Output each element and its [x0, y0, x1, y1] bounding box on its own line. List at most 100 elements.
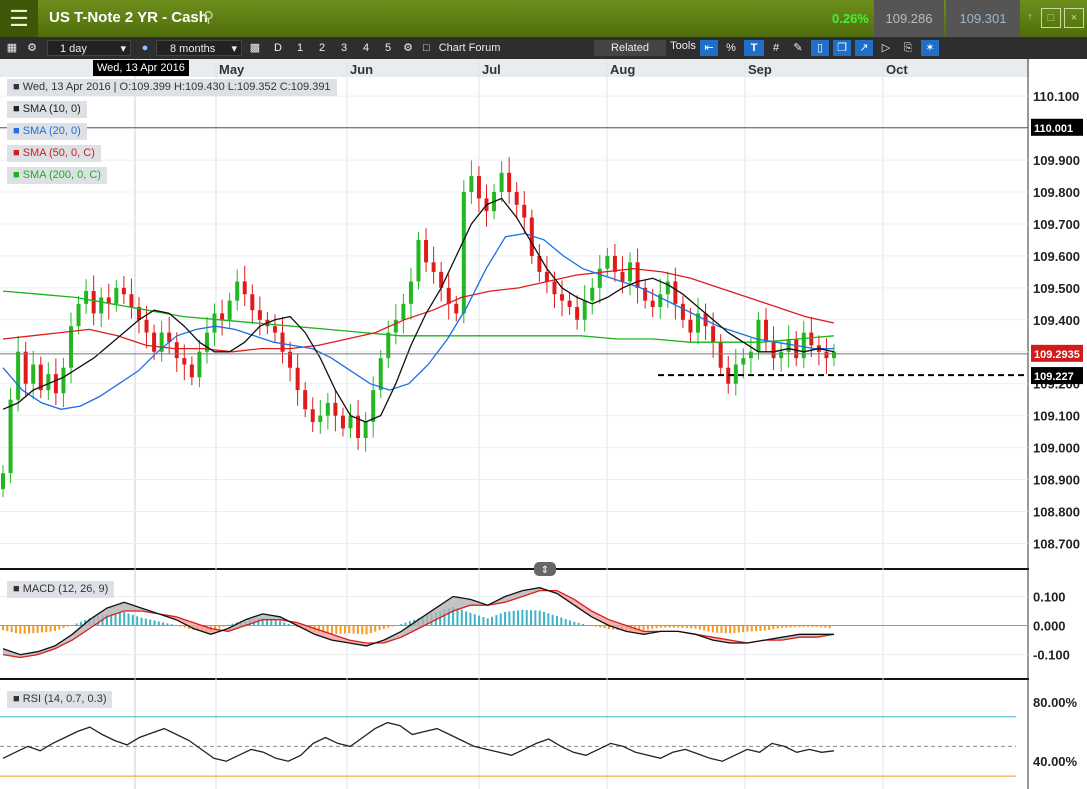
panel-resize-handle: [534, 562, 556, 576]
candle-body: [537, 255, 542, 272]
back-arrow-icon[interactable]: ⇤: [700, 40, 718, 56]
candle-body: [461, 192, 466, 314]
macd-histogram-bar: [49, 625, 52, 632]
sma10-line: [2, 197, 835, 423]
grid-icon[interactable]: ▦: [6, 42, 18, 54]
sma200-line: [2, 290, 835, 343]
macd-histogram-bar: [802, 625, 805, 627]
macd-fill: [331, 634, 350, 643]
candles-icon[interactable]: ▯: [811, 40, 829, 56]
candle-body: [295, 367, 300, 391]
close-icon[interactable]: ×: [1064, 8, 1084, 28]
range-button-2[interactable]: 2: [318, 42, 326, 54]
macd-histogram-bar: [443, 609, 446, 626]
rsi-tick-label: 80.00%: [1033, 695, 1078, 710]
lock-icon[interactable]: ●: [141, 42, 149, 54]
candle-body: [748, 351, 753, 359]
gear-icon[interactable]: ⚙: [27, 42, 37, 54]
candle-body: [378, 358, 383, 391]
ohlc-text: Wed, 13 Apr 2016 | O:109.399 H:109.430 L…: [22, 81, 331, 93]
price-tick-label: 109.000: [1033, 441, 1080, 456]
candle-body: [204, 332, 209, 352]
candle-body: [764, 319, 769, 343]
macd-histogram-bar: [348, 625, 351, 634]
macd-fill: [72, 619, 90, 641]
macd-histogram-bar: [768, 625, 771, 630]
macd-histogram-bar: [685, 625, 688, 629]
ask-price-box[interactable]: 109.301: [946, 0, 1020, 37]
macd-histogram-bar: [127, 613, 130, 626]
price-axis-band: [1029, 59, 1087, 789]
macd-histogram-bar: [114, 613, 117, 626]
bid-price-box[interactable]: 109.286: [874, 0, 944, 37]
macd-histogram-bar: [408, 621, 411, 626]
candle-body: [325, 402, 330, 416]
macd-histogram-bar: [547, 613, 550, 626]
candle-body: [567, 300, 572, 308]
legend-sma200[interactable]: ■ SMA (200, 0, C): [7, 167, 107, 184]
legend-sma50-label: SMA (50, 0, C): [22, 147, 95, 159]
hamburger-icon[interactable]: ☰: [0, 0, 38, 37]
legend-rsi[interactable]: ■ RSI (14, 0.7, 0.3): [7, 691, 113, 708]
candle-body: [779, 351, 784, 359]
calendar-icon[interactable]: ▩: [249, 42, 261, 54]
range-button-1[interactable]: 1: [296, 42, 304, 54]
chart-area[interactable]: ⇕ MayJunJulAugSepOct110.100110.000109.90…: [0, 59, 1087, 789]
current-price-tag-box: [1031, 344, 1083, 362]
settings-icon[interactable]: ⚙: [403, 42, 413, 54]
ohlc-readout: ■ Wed, 13 Apr 2016 | O:109.399 H:109.430…: [7, 79, 337, 96]
legend-macd[interactable]: ■ MACD (12, 26, 9): [7, 581, 115, 598]
macd-histogram-bar: [140, 617, 143, 626]
candle-body: [61, 367, 66, 394]
macd-fill: [418, 608, 436, 629]
macd-fill: [435, 596, 454, 620]
range-button-4[interactable]: 4: [362, 42, 370, 54]
range-select[interactable]: 8 months ▾: [156, 40, 242, 56]
candle-body: [544, 271, 549, 282]
print-icon[interactable]: ⎘: [903, 42, 913, 54]
chart-forum-button[interactable]: □ Chart Forum: [423, 40, 507, 56]
current-price-tag: 109.2935: [1034, 349, 1080, 361]
percent-button[interactable]: %: [726, 42, 736, 54]
legend-sma50[interactable]: ■ SMA (50, 0, C): [7, 145, 101, 162]
candle-body: [393, 319, 398, 333]
candle-body: [711, 326, 716, 343]
range-button-5[interactable]: 5: [384, 42, 392, 54]
related-button[interactable]: Related: [594, 40, 666, 56]
interval-value: 1 day: [60, 43, 87, 55]
square-icon: ■: [13, 125, 20, 137]
resize-arrows-icon: ⇕: [541, 565, 549, 576]
draw-icon[interactable]: ✎: [793, 42, 803, 54]
candle-body: [454, 303, 459, 314]
search-icon[interactable]: ⚲: [203, 9, 214, 26]
label-icon[interactable]: ▷: [881, 42, 891, 54]
candle-body: [809, 332, 814, 346]
crosshair-icon[interactable]: #: [772, 42, 780, 54]
cursor-date-label: Wed, 13 Apr 2016: [93, 60, 189, 76]
share-icon[interactable]: ✶: [921, 40, 939, 56]
macd-histogram-bar: [560, 617, 563, 626]
legend-sma20[interactable]: ■ SMA (20, 0): [7, 123, 87, 140]
layers-icon[interactable]: ❐: [833, 40, 851, 56]
macd-histogram-bar: [387, 625, 390, 628]
macd-histogram-bar: [378, 625, 381, 631]
macd-fill: [608, 619, 627, 632]
candle-body: [786, 338, 791, 352]
macd-histogram-bar: [452, 606, 455, 626]
macd-histogram-bar: [564, 619, 567, 626]
interval-select[interactable]: 1 day ▾: [47, 40, 131, 56]
macd-histogram-bar: [40, 625, 43, 633]
range-button-3[interactable]: 3: [340, 42, 348, 54]
window-icon[interactable]: □: [1041, 8, 1061, 28]
range-button-d[interactable]: D: [274, 42, 282, 54]
macd-histogram-bar: [668, 625, 671, 628]
macd-histogram-bar: [716, 625, 719, 633]
chart-type-icon[interactable]: ↗: [855, 40, 873, 56]
legend-sma10[interactable]: ■ SMA (10, 0): [7, 101, 87, 118]
macd-histogram-bar: [664, 625, 667, 628]
macd-histogram-bar: [369, 625, 372, 634]
macd-histogram-bar: [53, 625, 56, 631]
text-tool-icon[interactable]: T: [744, 40, 764, 56]
price-tick-label: 108.800: [1033, 504, 1080, 519]
macd-histogram-bar: [283, 622, 286, 626]
